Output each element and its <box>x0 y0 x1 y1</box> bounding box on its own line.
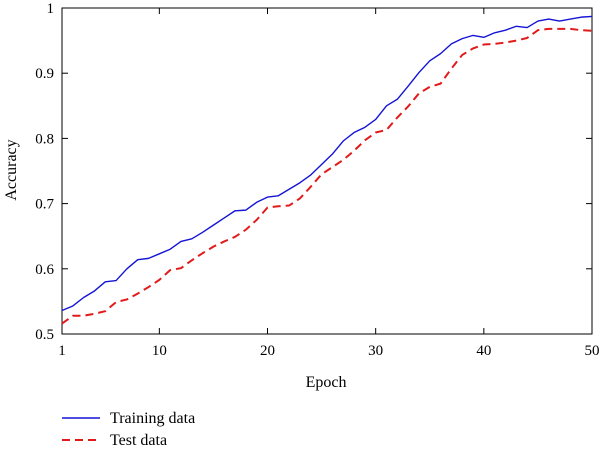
legend-label-0: Training data <box>110 410 195 427</box>
y-tick-label: 1 <box>47 1 55 17</box>
x-axis-label: Epoch <box>306 374 347 391</box>
x-tick-label: 20 <box>260 343 275 359</box>
y-tick-label: 0.8 <box>35 131 54 147</box>
x-tick-label: 10 <box>152 343 167 359</box>
x-tick-label: 1 <box>58 343 66 359</box>
series-layer <box>61 15 593 325</box>
plot-border <box>61 7 593 335</box>
plot-frame <box>61 7 593 335</box>
x-tick-label: 40 <box>476 343 491 359</box>
x-tick-label: 30 <box>368 343 383 359</box>
series-line-0 <box>61 15 593 312</box>
y-axis-label: Accuracy <box>3 139 20 200</box>
y-tick-label: 0.5 <box>35 327 54 343</box>
y-tick-label: 0.7 <box>35 197 54 213</box>
x-tick-label: 50 <box>585 343 600 359</box>
y-tick-label: 0.9 <box>35 66 54 82</box>
legend-label-1: Test data <box>110 432 167 449</box>
y-axis-ticks: 0.5 0.6 0.7 0.8 0.9 1 <box>35 1 592 343</box>
x-axis-ticks: 1 10 20 30 40 50 <box>58 8 600 359</box>
series-line-1 <box>61 27 593 325</box>
legend: Training data Test data <box>62 410 195 449</box>
y-tick-label: 0.6 <box>35 262 54 278</box>
